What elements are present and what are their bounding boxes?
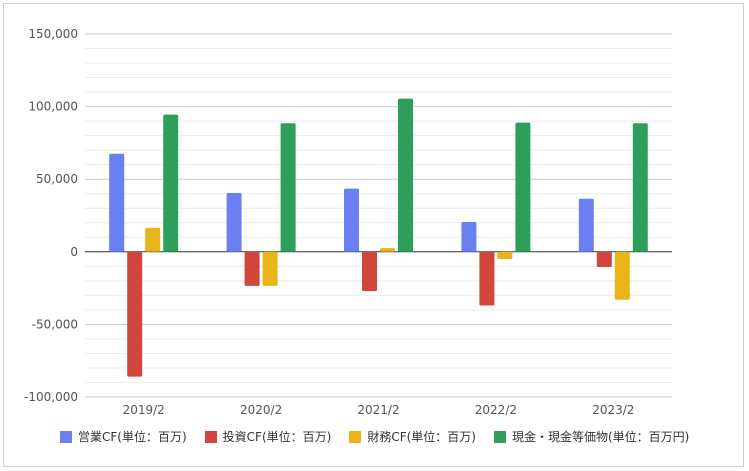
x-tick-label: 2020/2	[240, 403, 282, 417]
x-tick-label: 2019/2	[123, 403, 165, 417]
bar	[632, 123, 648, 252]
grid-lines	[85, 33, 672, 398]
x-tick-label: 2022/2	[475, 403, 517, 417]
legend-label: 財務CF(単位：百万)	[367, 430, 476, 444]
bar	[515, 122, 531, 252]
bar	[262, 251, 278, 286]
y-tick-label: 100,000	[28, 100, 78, 114]
legend-swatch	[349, 430, 362, 443]
x-tick-label: 2021/2	[357, 403, 399, 417]
bars	[109, 98, 648, 377]
y-tick-label: 150,000	[28, 27, 78, 41]
legend-swatch	[60, 430, 72, 443]
legend-label: 投資CF(単位：百万)	[222, 430, 332, 444]
bar	[226, 192, 242, 252]
bar	[497, 251, 513, 260]
bar	[127, 251, 143, 377]
legend-item[interactable]: 営業CF(単位：百万)	[60, 428, 187, 445]
bar	[596, 251, 612, 268]
y-tick-label: 0	[70, 245, 78, 259]
bar	[362, 251, 377, 292]
y-tick-label: -100,000	[24, 390, 78, 404]
bar	[109, 153, 125, 252]
legend-label: 営業CF(単位：百万)	[78, 430, 187, 444]
y-tick-label: -50,000	[32, 317, 78, 331]
bar	[461, 222, 477, 252]
legend: 営業CF(単位：百万) 投資CF(単位：百万) 財務CF(単位：百万) 現金・現金等価…	[60, 428, 689, 445]
x-tick-label: 2023/2	[592, 403, 634, 417]
x-axis: 2019/2 2020/2 2021/2 2022/2 2023/2	[123, 403, 635, 417]
y-axis: 150,000 100,000 50,000 0 -50,000 -100,000	[24, 27, 78, 404]
legend-item[interactable]: 財務CF(単位：百万)	[349, 428, 476, 445]
bar	[380, 248, 395, 252]
chart-frame	[3, 3, 744, 467]
bar	[280, 123, 296, 252]
legend-label: 現金・現金等価物(単位：百万円)	[511, 430, 690, 444]
bar	[145, 227, 161, 252]
legend-swatch	[204, 430, 217, 443]
legend-item[interactable]: 現金・現金等価物(単位：百万円)	[493, 428, 690, 445]
legend-swatch	[493, 430, 506, 443]
bar	[244, 251, 260, 286]
bar	[398, 98, 413, 252]
legend-item[interactable]: 投資CF(単位：百万)	[204, 428, 332, 445]
y-tick-label: 50,000	[36, 172, 78, 186]
bar	[614, 251, 630, 300]
bar	[344, 188, 359, 252]
bar	[163, 114, 179, 252]
bar	[479, 251, 495, 306]
bar	[578, 198, 594, 252]
